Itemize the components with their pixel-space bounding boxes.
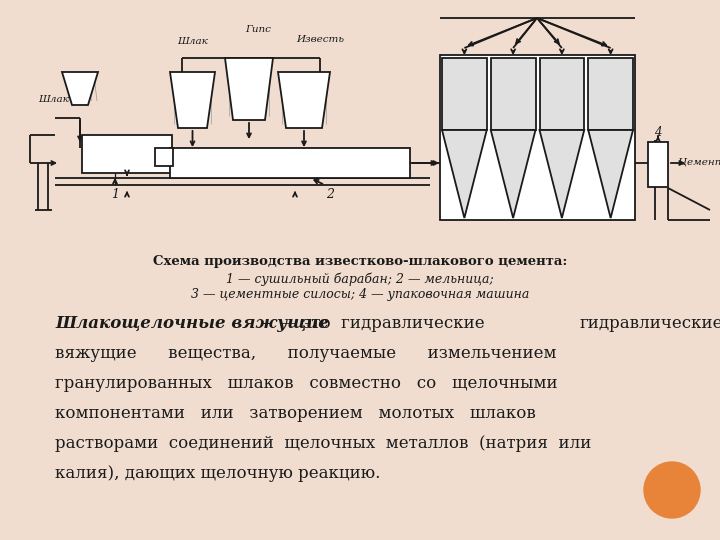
- Bar: [648, 142, 668, 187]
- Text: гидравлические: гидравлические: [580, 315, 720, 332]
- Text: Гипс: Гипс: [245, 25, 271, 35]
- Text: 4: 4: [654, 125, 662, 138]
- Polygon shape: [62, 72, 98, 105]
- Text: 3 — цементные силосы; 4 — упаковочная машина: 3 — цементные силосы; 4 — упаковочная ма…: [191, 288, 529, 301]
- Circle shape: [644, 462, 700, 518]
- Text: Цемент: Цемент: [678, 158, 720, 166]
- Text: калия), дающих щелочную реакцию.: калия), дающих щелочную реакцию.: [55, 465, 380, 482]
- Polygon shape: [442, 130, 487, 218]
- Text: — это  гидравлические: — это гидравлические: [275, 315, 485, 332]
- Polygon shape: [539, 130, 584, 218]
- Text: вяжущие      вещества,      получаемые      измельчением: вяжущие вещества, получаемые измельчение…: [55, 345, 557, 362]
- Bar: [588, 58, 633, 130]
- Text: гранулированных   шлаков   совместно   со   щелочными: гранулированных шлаков совместно со щело…: [55, 375, 557, 392]
- Text: компонентами   или   затворением   молотых   шлаков: компонентами или затворением молотых шла…: [55, 405, 536, 422]
- Bar: [155, 148, 173, 166]
- Text: 1 — сушильный барабан; 2 — мельница;: 1 — сушильный барабан; 2 — мельница;: [226, 273, 494, 287]
- Polygon shape: [170, 72, 215, 128]
- Text: 1: 1: [111, 188, 119, 201]
- Polygon shape: [278, 72, 330, 128]
- Bar: [440, 55, 635, 220]
- Text: 2: 2: [326, 188, 334, 201]
- Bar: [170, 148, 410, 178]
- Polygon shape: [588, 130, 633, 218]
- Text: Шлакощелочные вяжущие: Шлакощелочные вяжущие: [55, 315, 329, 332]
- Text: Шлак: Шлак: [38, 96, 69, 105]
- Text: Шлак: Шлак: [178, 37, 208, 46]
- Polygon shape: [491, 130, 536, 218]
- Bar: [82, 135, 172, 173]
- Polygon shape: [225, 58, 273, 120]
- Bar: [442, 58, 487, 130]
- Text: растворами  соединений  щелочных  металлов  (натрия  или: растворами соединений щелочных металлов …: [55, 435, 591, 452]
- Text: Схема производства известково-шлакового цемента:: Схема производства известково-шлакового …: [153, 255, 567, 268]
- Bar: [491, 58, 536, 130]
- Text: Известь: Известь: [296, 36, 344, 44]
- Bar: [539, 58, 584, 130]
